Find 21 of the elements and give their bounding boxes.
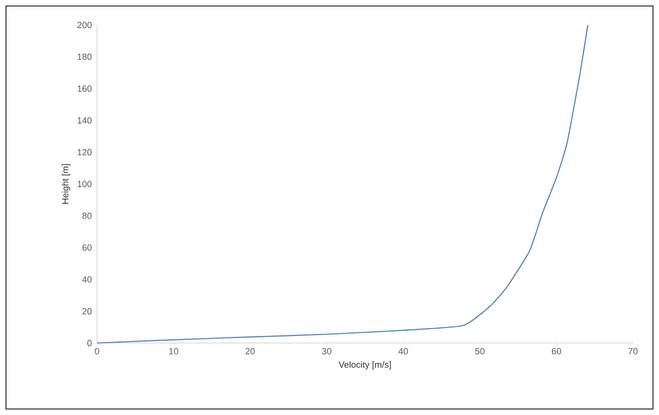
y-axis-title: Height [m] bbox=[62, 164, 70, 204]
x-axis-title: Velocity [m/s] bbox=[338, 361, 391, 370]
x-tick-label: 70 bbox=[628, 348, 638, 354]
y-tick-label: 100 bbox=[78, 180, 92, 188]
x-tick-label: 60 bbox=[552, 348, 562, 354]
y-tick-label: 40 bbox=[82, 276, 92, 283]
y-tick-label: 160 bbox=[78, 85, 92, 92]
y-tick-label: 20 bbox=[82, 308, 92, 314]
x-tick-label: 0 bbox=[94, 348, 100, 354]
y-tick-label: 60 bbox=[82, 244, 92, 251]
y-tick-label: 180 bbox=[78, 54, 92, 60]
x-tick-label: 20 bbox=[246, 348, 255, 354]
y-tick-label: 80 bbox=[82, 212, 92, 219]
y-tick-label: 0 bbox=[87, 340, 92, 346]
x-tick-label: 30 bbox=[322, 348, 332, 354]
x-tick-label: 40 bbox=[398, 348, 408, 354]
x-tick-label: 10 bbox=[169, 348, 178, 354]
y-tick-label: 200 bbox=[77, 22, 92, 28]
y-tick-label: 140 bbox=[78, 117, 92, 124]
x-tick-label: 50 bbox=[475, 348, 484, 354]
y-tick-label: 120 bbox=[78, 149, 92, 156]
